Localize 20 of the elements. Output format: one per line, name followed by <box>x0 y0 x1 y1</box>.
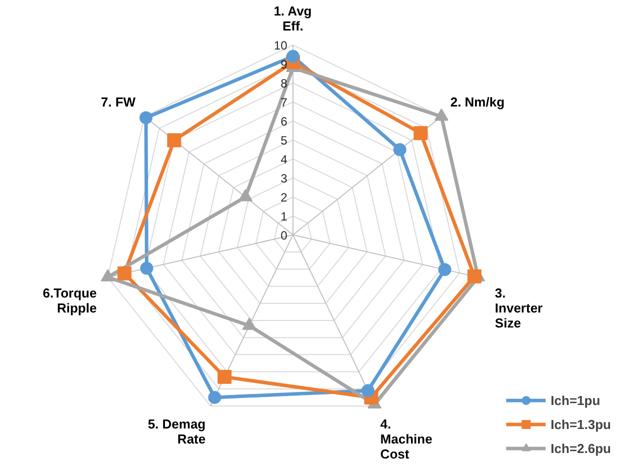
spoke-label: 2. Nm/kg <box>450 94 505 110</box>
spoke-label: 4. Machine Cost <box>380 416 432 462</box>
spoke-label: 6.Torque Ripple <box>42 285 97 316</box>
y-tick-label: 6 <box>280 114 288 128</box>
y-tick-label: 0 <box>280 228 288 242</box>
y-tick-label: 7 <box>280 95 288 110</box>
spoke-label: 7. FW <box>100 94 136 110</box>
y-tick-label: 10 <box>274 38 288 53</box>
y-tick-label: 3 <box>280 171 288 186</box>
y-tick-label: 5 <box>280 133 288 148</box>
legend-label: Ich=1pu <box>550 392 600 408</box>
y-tick-label: 4 <box>280 152 288 166</box>
legend-label: Ich=2.6pu <box>550 440 611 456</box>
y-tick-label: 1 <box>280 209 288 224</box>
y-tick-label: 2 <box>280 190 288 204</box>
spoke-label: 5. Demag Rate <box>148 416 206 446</box>
spoke-label: 1. Avg Eff. <box>274 4 312 34</box>
spoke-label: 3. Inverter Size <box>494 285 543 330</box>
y-tick-label: 8 <box>280 76 288 90</box>
legend-label: Ich=1.3pu <box>550 416 611 432</box>
